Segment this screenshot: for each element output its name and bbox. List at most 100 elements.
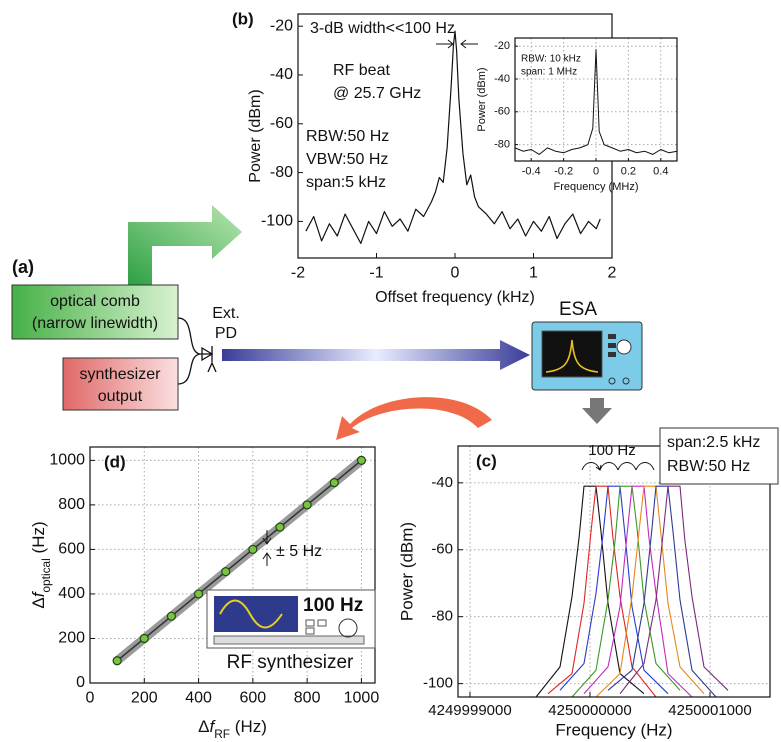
annotation: span:2.5 kHz — [667, 434, 760, 451]
point — [221, 567, 231, 577]
label-part: (Hz) — [29, 521, 48, 558]
synth-box — [62, 357, 179, 411]
series-line — [619, 485, 729, 695]
x-tick-label: 1 — [529, 264, 538, 281]
esa-label: ESA — [559, 299, 597, 320]
info-box — [659, 427, 779, 485]
pd-text: Ext. — [212, 305, 240, 322]
series-line — [305, 30, 601, 244]
y-tick-label: -20 — [494, 40, 510, 52]
x-tick-label: 0 — [86, 689, 95, 706]
point — [329, 478, 339, 488]
y-tick-label: -100 — [423, 675, 453, 692]
series-line — [559, 485, 669, 695]
synth-text: output — [98, 388, 143, 405]
esa-icon — [531, 321, 643, 391]
label-part: optical — [39, 558, 53, 592]
x-axis-label: Frequency (Hz) — [555, 720, 672, 739]
x-tick-label: -1 — [369, 264, 383, 281]
x-axis-label: Frequency (MHz) — [554, 181, 639, 193]
y-tick-label: -80 — [431, 608, 453, 625]
x-tick-label: 600 — [240, 689, 267, 706]
label-part: f — [29, 590, 48, 597]
fit-line — [116, 459, 362, 662]
y-tick-label: 1000 — [49, 452, 85, 469]
photodiode — [200, 346, 217, 373]
series-line — [535, 485, 645, 698]
x-tick-label: 4249999000 — [428, 702, 511, 719]
x-tick-label: 2 — [608, 264, 617, 281]
blue-arrow — [222, 340, 530, 370]
series-line — [547, 485, 657, 698]
point — [112, 656, 122, 666]
fiber — [177, 317, 201, 385]
comb-box — [11, 284, 179, 340]
label-part: Δ — [198, 717, 209, 736]
x-tick-label: -0.4 — [522, 165, 541, 177]
plot-frame — [457, 445, 771, 698]
plot-frame — [514, 37, 678, 162]
annotation: RBW:50 Hz — [306, 128, 389, 145]
x-tick-label: 800 — [294, 689, 321, 706]
series-line — [595, 485, 705, 698]
series-line — [514, 49, 678, 155]
label-part: f — [209, 717, 216, 736]
x-tick-label: -0.2 — [554, 165, 573, 177]
y-tick-label: 600 — [58, 541, 85, 558]
point — [193, 589, 204, 599]
panel-label: (d) — [104, 452, 126, 471]
annotation: 100 Hz — [588, 442, 636, 459]
y-axis-label: Power (dBm) — [476, 67, 488, 131]
x-tick-label: 0 — [451, 264, 460, 281]
green-arrow — [128, 205, 242, 285]
label-part: RF — [214, 727, 230, 741]
annotation: span:5 kHz — [306, 174, 386, 191]
y-tick-label: 0 — [76, 674, 85, 691]
annotation: RBW:50 Hz — [667, 458, 750, 475]
label-part: (Hz) — [230, 717, 267, 736]
x-tick-label: 0 — [593, 165, 599, 177]
error-arrows — [262, 530, 272, 566]
y-tick-label: -80 — [494, 139, 510, 151]
y-axis-label: Power (dBm) — [397, 522, 416, 621]
y-tick-label: -60 — [270, 115, 293, 132]
y-tick-label: -100 — [261, 213, 293, 230]
x-tick-label: 4250001000 — [668, 702, 751, 719]
y-tick-label: -80 — [270, 164, 293, 181]
comb-text: optical comb — [50, 293, 140, 310]
synth-icon — [206, 589, 376, 649]
x-tick-label: 0.2 — [621, 165, 636, 177]
pd-text: PD — [215, 325, 237, 342]
y-tick-label: -60 — [431, 541, 453, 558]
annotation: 3-dB width<<100 Hz — [310, 20, 455, 37]
y-tick-label: -20 — [270, 17, 293, 34]
point — [302, 500, 312, 510]
annotation: 100 Hz — [303, 595, 363, 616]
panel-label: (c) — [476, 451, 497, 470]
synth-text: synthesizer — [80, 366, 162, 383]
annotation: span: 1 MHz — [521, 67, 577, 78]
label-part: Δ — [29, 597, 48, 608]
gray-arrow — [582, 398, 612, 424]
width-arrows — [436, 39, 478, 49]
panel-label: (b) — [232, 9, 254, 28]
y-tick-label: -60 — [494, 106, 510, 118]
annotation: VBW:50 Hz — [306, 151, 388, 168]
x-tick-label: 200 — [131, 689, 158, 706]
y-tick-label: 400 — [58, 585, 85, 602]
plot-frame — [89, 446, 376, 684]
y-axis-label: Δfoptical (Hz) — [29, 521, 53, 608]
y-tick-label: -40 — [494, 73, 510, 85]
red-arrow — [336, 397, 492, 440]
y-tick-label: 800 — [58, 496, 85, 513]
series-line — [607, 485, 717, 698]
x-axis-label: Offset frequency (kHz) — [375, 289, 535, 306]
series-line — [571, 485, 681, 698]
x-tick-label: -2 — [291, 264, 305, 281]
annotation: RF beat — [333, 62, 390, 79]
point — [166, 611, 177, 621]
annotation: RBW: 10 kHz — [521, 54, 581, 65]
y-tick-label: -40 — [431, 474, 453, 491]
